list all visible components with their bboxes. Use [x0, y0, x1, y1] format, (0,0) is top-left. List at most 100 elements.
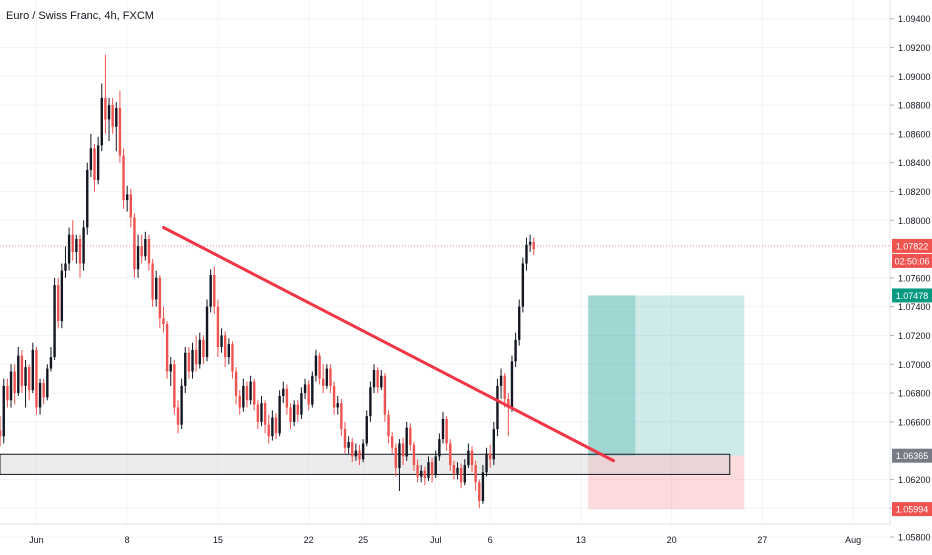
candle-body: [216, 306, 220, 347]
candle-body: [318, 355, 321, 379]
y-tick-label: 1.08800: [898, 101, 931, 111]
candle-body: [260, 403, 263, 422]
target-zone: [588, 295, 745, 456]
candle-body: [75, 239, 78, 252]
candle-body: [383, 375, 387, 415]
candle-body: [133, 217, 136, 270]
candle-body: [144, 239, 147, 257]
overlays: [161, 225, 616, 463]
candle-body: [470, 450, 474, 466]
y-tick-label: 1.07400: [898, 302, 931, 312]
candle-body: [485, 453, 488, 473]
candle-body: [136, 246, 140, 270]
candle-body: [82, 227, 85, 264]
stop-price-label: 1.05994: [896, 505, 929, 515]
candle-body: [532, 241, 535, 250]
candle-body: [343, 429, 347, 448]
candle-body: [96, 145, 100, 180]
y-tick-label: 1.07000: [898, 360, 931, 370]
candle-body: [57, 285, 60, 322]
candle-body: [194, 349, 198, 365]
candle-body: [274, 417, 278, 434]
candle-body: [380, 375, 383, 388]
last-price-label: 1.07822: [896, 241, 929, 251]
candle-body: [285, 388, 289, 408]
candle-body: [35, 349, 38, 408]
candle-body: [227, 344, 231, 358]
support-zone: [0, 453, 731, 475]
candle-body: [521, 263, 525, 307]
stop-price-label-box: [892, 502, 932, 517]
y-tick-label: 1.08600: [898, 129, 931, 139]
candle-body: [118, 107, 122, 156]
candle-body: [213, 275, 216, 307]
candle-body: [518, 306, 521, 340]
candle-body: [358, 450, 361, 460]
candle-body: [459, 467, 463, 483]
candle-body: [329, 368, 332, 386]
candle-body: [499, 375, 503, 386]
candle-body: [249, 381, 252, 401]
candle-body: [303, 384, 307, 394]
candle-body: [93, 148, 96, 180]
candle-body: [412, 444, 416, 466]
x-tick-label: Jun: [29, 535, 44, 545]
candle-body: [452, 465, 456, 474]
stop-zone: [588, 455, 745, 510]
y-tick-label: 1.06600: [898, 417, 931, 427]
candle-body: [307, 384, 310, 405]
candle-body: [86, 169, 89, 228]
candle-body: [441, 418, 445, 440]
candle-body: [430, 462, 434, 476]
candle-body: [202, 339, 205, 358]
candle-body: [376, 370, 379, 388]
candle-body: [162, 318, 165, 324]
entry-price-label-box: [892, 448, 932, 463]
candle-body: [169, 364, 172, 372]
x-tick-label: Aug: [845, 535, 861, 545]
candle-body: [9, 371, 13, 401]
candle-body: [220, 335, 223, 347]
candle-body: [289, 407, 292, 422]
candle-body: [369, 387, 372, 417]
candle-body: [46, 368, 49, 398]
candle-body: [49, 357, 53, 369]
candle-body: [267, 424, 270, 437]
y-tick-label: 1.08000: [898, 216, 931, 226]
y-tick-label: 1.08200: [898, 187, 931, 197]
candle-body: [223, 335, 227, 358]
entry-price-label: 1.06365: [896, 451, 929, 461]
candle-body: [423, 470, 427, 479]
candle-body: [528, 241, 532, 245]
candle-body: [64, 263, 67, 271]
candle-body: [187, 352, 191, 372]
candle-body: [507, 398, 510, 408]
candle-body: [234, 371, 238, 396]
candle-body: [456, 467, 459, 474]
candle-body: [503, 375, 506, 399]
candle-body: [115, 107, 118, 127]
candle-body: [191, 349, 194, 372]
candle-body: [296, 404, 299, 415]
candle-body: [60, 270, 64, 322]
y-tick-label: 1.07600: [898, 273, 931, 283]
y-tick-label: 1.06200: [898, 475, 931, 485]
candle-body: [147, 239, 151, 264]
candle-body: [372, 370, 376, 388]
candle-body: [180, 385, 183, 425]
candle-body: [111, 105, 114, 127]
last-price-label-box: [892, 238, 932, 253]
candle-body: [263, 403, 267, 425]
x-tick-label: 6: [488, 535, 493, 545]
candle-body: [525, 244, 528, 264]
y-tick-label: 1.09400: [898, 14, 931, 24]
candle-body: [311, 375, 314, 405]
grid: [0, 0, 890, 538]
candle-body: [438, 439, 441, 457]
x-tick-label: 25: [358, 535, 368, 545]
candle-body: [53, 285, 56, 358]
candle-body: [300, 393, 303, 415]
candle-body: [242, 385, 245, 408]
x-tick-label: Jul: [430, 535, 442, 545]
